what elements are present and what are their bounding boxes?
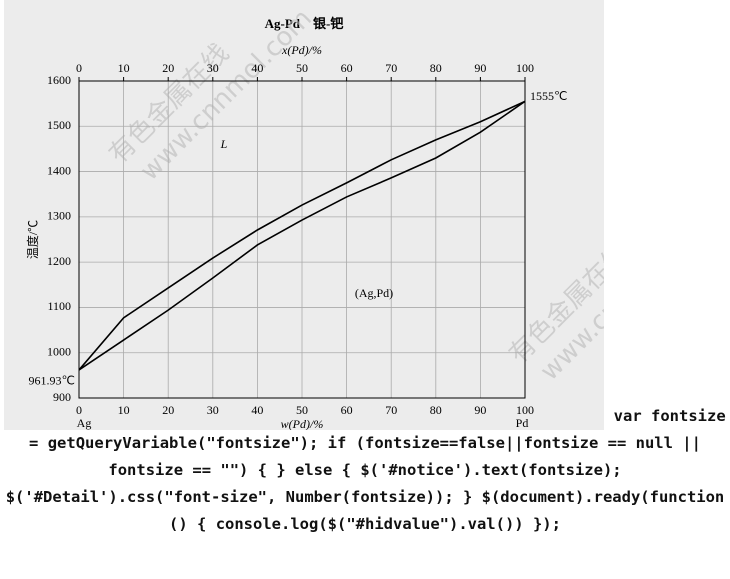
x-tick-label: 20 [163,403,175,417]
x2-tick-label: 90 [475,61,487,75]
chart-background [4,0,605,430]
annotation: Ag [77,416,92,430]
curve [78,100,526,371]
x2-tick-label: 30 [207,61,219,75]
x2-tick-label: 60 [341,61,353,75]
x-tick-label: 50 [296,403,308,417]
annotation: 1555℃ [530,89,567,103]
y-tick-label: 1200 [47,254,71,268]
x-tick-label: 80 [430,403,442,417]
x2-tick-label: 80 [430,61,442,75]
x2-tick-label: 10 [118,61,130,75]
x-tick-label: 40 [252,403,264,417]
x-tick-label: 100 [516,403,534,417]
plot-frame [78,80,526,399]
x2-tick-label: 20 [163,61,175,75]
y-tick-label: 1500 [47,118,71,132]
x-tick-label: 30 [207,403,219,417]
x2-tick-label: 50 [296,61,308,75]
x-tick-label: 60 [341,403,353,417]
page: Ag-Pd 银-钯有色金属在线www.cnnmol.com有色金属在线www.c… [4,0,726,533]
code-text: var fontsize = getQueryVariable("fontsiz… [5,407,726,533]
y-tick-label: 1000 [47,344,71,358]
x2-tick-label: 0 [76,61,82,75]
y-tick-label: 900 [53,390,71,404]
x-axis-label: w(Pd)/% [281,417,324,430]
x-tick-label: 0 [76,403,82,417]
annotation: (Ag,Pd) [355,286,393,300]
y-tick-label: 1300 [47,209,71,223]
x2-tick-label: 40 [252,61,264,75]
x2-tick-label: 100 [516,61,534,75]
x2-tick-label: 70 [386,61,398,75]
x-tick-label: 70 [386,403,398,417]
x2-axis-label: x(Pd)/% [281,43,322,57]
annotation: 961.93℃ [29,374,75,388]
chart-title: Ag-Pd 银-钯 [265,16,344,31]
annotation: Pd [516,416,529,430]
annotation: L [220,137,228,151]
x-tick-label: 90 [475,403,487,417]
chart: Ag-Pd 银-钯有色金属在线www.cnnmol.com有色金属在线www.c… [4,0,605,430]
y-tick-label: 1400 [47,163,71,177]
y-tick-label: 1100 [48,299,72,313]
y-tick-label: 1600 [47,73,71,87]
x-tick-label: 10 [118,403,130,417]
y-axis-label: 温度/℃ [25,220,40,259]
curve [78,100,526,371]
